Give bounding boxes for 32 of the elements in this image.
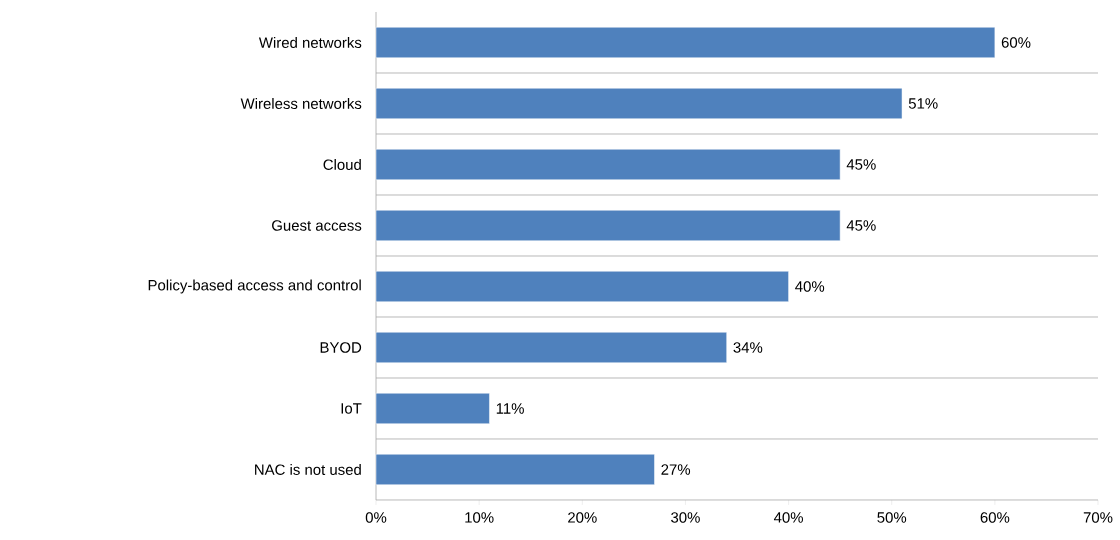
y-tick-label: Cloud: [323, 159, 361, 170]
y-tick-label: NAC is not used: [255, 464, 361, 475]
data-label: 60%: [1001, 37, 1031, 48]
y-tick-label: Wireless networks: [240, 98, 362, 109]
bar: [375, 148, 841, 180]
y-tick-label: Wired networks: [258, 37, 362, 48]
data-label: 27%: [661, 464, 691, 475]
y-tick-label: Policy-based access and control: [148, 279, 361, 294]
y-tick-label: BYOD: [320, 342, 362, 353]
bar: [375, 331, 727, 363]
data-label: 45%: [846, 220, 876, 231]
x-tick-label: 20%: [568, 512, 597, 523]
x-tick-label: 70%: [1083, 512, 1113, 523]
x-tick-label: 10%: [465, 512, 494, 523]
data-label: 40%: [795, 281, 825, 292]
x-tick-label: 0%: [365, 512, 387, 523]
bar: [375, 87, 903, 119]
y-tick-label: IoT: [341, 403, 362, 414]
x-tick-label: 30%: [671, 512, 700, 523]
bar: [375, 453, 655, 485]
data-label: 51%: [908, 98, 938, 109]
data-label: 45%: [846, 159, 876, 170]
bar: [375, 392, 490, 424]
x-tick-label: 60%: [980, 512, 1010, 523]
data-label: 34%: [733, 342, 763, 353]
y-tick-label: Guest access: [272, 220, 362, 231]
data-label: 11%: [496, 403, 524, 414]
x-tick-label: 50%: [877, 512, 907, 523]
bar: [375, 209, 841, 241]
bar: [375, 270, 789, 302]
bar: [375, 26, 996, 58]
x-tick-label: 40%: [773, 512, 803, 523]
